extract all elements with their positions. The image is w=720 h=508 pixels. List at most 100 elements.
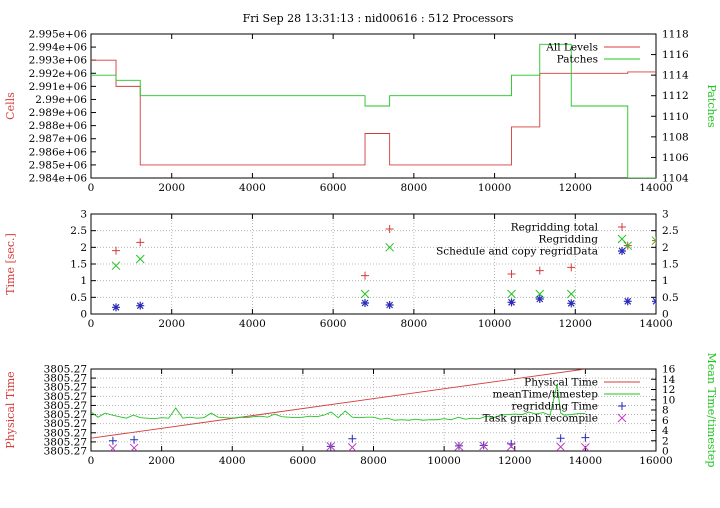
y-tick-label: 2.988e+06 xyxy=(29,120,88,132)
y-axis-label: Time [sec.] xyxy=(4,233,17,295)
y-tick-label: 3805.27 xyxy=(44,364,87,376)
chart-panel-1: 0 2000 4000 6000 8000 10000 12000 14000 2.984e+0… xyxy=(4,29,718,195)
y-tick-label: 0.5 xyxy=(70,292,87,304)
y-tick-label: 3805.27 xyxy=(44,400,87,412)
y2-tick-label: 2 xyxy=(662,435,669,447)
data-point xyxy=(360,289,370,299)
y-tick-label: 1.5 xyxy=(70,259,87,271)
y-tick-label: 0 xyxy=(80,309,87,321)
legend-label: All Levels xyxy=(545,42,598,54)
y2-tick-label: 2 xyxy=(662,242,669,254)
x-tick-label: 14000 xyxy=(639,318,672,330)
y-tick-label: 2.989e+06 xyxy=(29,107,88,119)
y-tick-label: 3805.27 xyxy=(44,427,87,439)
data-point xyxy=(581,443,590,451)
plot-area xyxy=(91,43,656,178)
data-point xyxy=(535,266,544,275)
y-tick-label: 1 xyxy=(80,275,87,287)
x-tick-label: 6000 xyxy=(320,182,347,194)
data-point xyxy=(556,434,565,443)
y-tick-label: 3805.27 xyxy=(44,373,87,385)
y-tick-label: 3805.27 xyxy=(44,446,87,458)
legend-swatch xyxy=(618,223,626,231)
x-tick-label: 12000 xyxy=(498,455,531,467)
y2-axis-label: Patches xyxy=(705,84,718,128)
y2-tick-label: 1114 xyxy=(662,70,689,82)
y2-tick-label: 10 xyxy=(662,394,675,406)
legend-swatch xyxy=(617,234,627,244)
x-tick-label: 16000 xyxy=(639,455,672,467)
data-point xyxy=(479,441,489,451)
y-tick-label: 2.992e+06 xyxy=(29,68,88,80)
legend-label: Regridding xyxy=(538,234,598,246)
y-tick-label: 2.991e+06 xyxy=(29,81,88,93)
data-point xyxy=(385,242,394,252)
data-point xyxy=(652,297,656,306)
x-tick-label: 6000 xyxy=(290,455,317,467)
y-tick-label: 2.984e+06 xyxy=(29,173,88,185)
legend-label: Schedule and copy regridData xyxy=(436,246,598,258)
y2-tick-label: 1112 xyxy=(662,90,689,102)
x-tick-label: 4000 xyxy=(219,455,246,467)
y2-tick-label: 1108 xyxy=(662,131,689,143)
data-point xyxy=(112,246,121,255)
x-tick-label: 0 xyxy=(88,182,95,194)
chart-panel-3: 0 2000 4000 6000 8000 10000 12000 14000 16000 380… xyxy=(4,353,718,468)
y2-tick-label: 1.5 xyxy=(662,259,679,271)
x-tick-label: 10000 xyxy=(478,182,511,194)
series-line xyxy=(91,369,586,439)
x-tick-label: 2000 xyxy=(158,318,185,330)
data-point xyxy=(129,443,139,451)
y-tick-label: 3805.27 xyxy=(44,382,87,394)
y2-tick-label: 1116 xyxy=(662,49,689,61)
y2-tick-label: 1118 xyxy=(662,29,689,41)
y-tick-label: 3805.27 xyxy=(44,391,87,403)
x-tick-label: 6000 xyxy=(320,318,347,330)
legend-label: Task graph recompile xyxy=(483,413,598,425)
y2-tick-label: 14 xyxy=(662,374,676,386)
data-point xyxy=(361,271,370,280)
series-line xyxy=(91,384,586,421)
x-tick-label: 10000 xyxy=(478,318,511,330)
series-line xyxy=(91,43,656,178)
data-point xyxy=(651,236,656,246)
x-tick-label: 8000 xyxy=(400,182,427,194)
data-point xyxy=(566,289,576,299)
y2-tick-label: 1 xyxy=(662,275,669,287)
plot-frame xyxy=(90,33,657,179)
y2-tick-label: 12 xyxy=(662,384,675,396)
x-tick-label: 12000 xyxy=(559,182,592,194)
y2-tick-label: 4 xyxy=(662,425,669,437)
legend-label: meanTime/timestep xyxy=(492,389,598,401)
data-point xyxy=(112,303,121,312)
y2-tick-label: 2.5 xyxy=(662,225,679,237)
y-tick-label: 2.987e+06 xyxy=(29,133,88,145)
y-tick-label: 3 xyxy=(80,209,87,221)
data-point xyxy=(556,442,566,451)
chart-title: Fri Sep 28 13:31:13 : nid00616 : 512 Pro… xyxy=(243,12,514,25)
x-tick-label: 14000 xyxy=(639,182,672,194)
y-tick-label: 2.5 xyxy=(70,225,87,237)
data-point xyxy=(136,238,145,247)
data-point xyxy=(385,301,394,309)
data-point xyxy=(623,297,632,306)
legend: Physical TimemeanTime/timestepregridding… xyxy=(483,377,640,425)
chart-panel-2: 0 2000 4000 6000 8000 10000 12000 1400000.511.5… xyxy=(4,209,679,331)
data-point xyxy=(567,263,576,272)
legend-swatch xyxy=(618,402,626,410)
y2-tick-label: 8 xyxy=(662,405,669,417)
plot-area xyxy=(91,369,590,451)
legend-label: Physical Time xyxy=(524,377,598,389)
data-point xyxy=(652,236,656,245)
data-point xyxy=(108,444,118,451)
y-tick-label: 2.994e+06 xyxy=(29,42,88,54)
y2-tick-label: 0 xyxy=(662,309,669,321)
data-point xyxy=(111,261,121,271)
y2-tick-label: 3 xyxy=(662,209,669,221)
plot-area xyxy=(111,225,656,312)
data-point xyxy=(567,299,576,308)
y-tick-label: 3805.27 xyxy=(44,409,87,421)
